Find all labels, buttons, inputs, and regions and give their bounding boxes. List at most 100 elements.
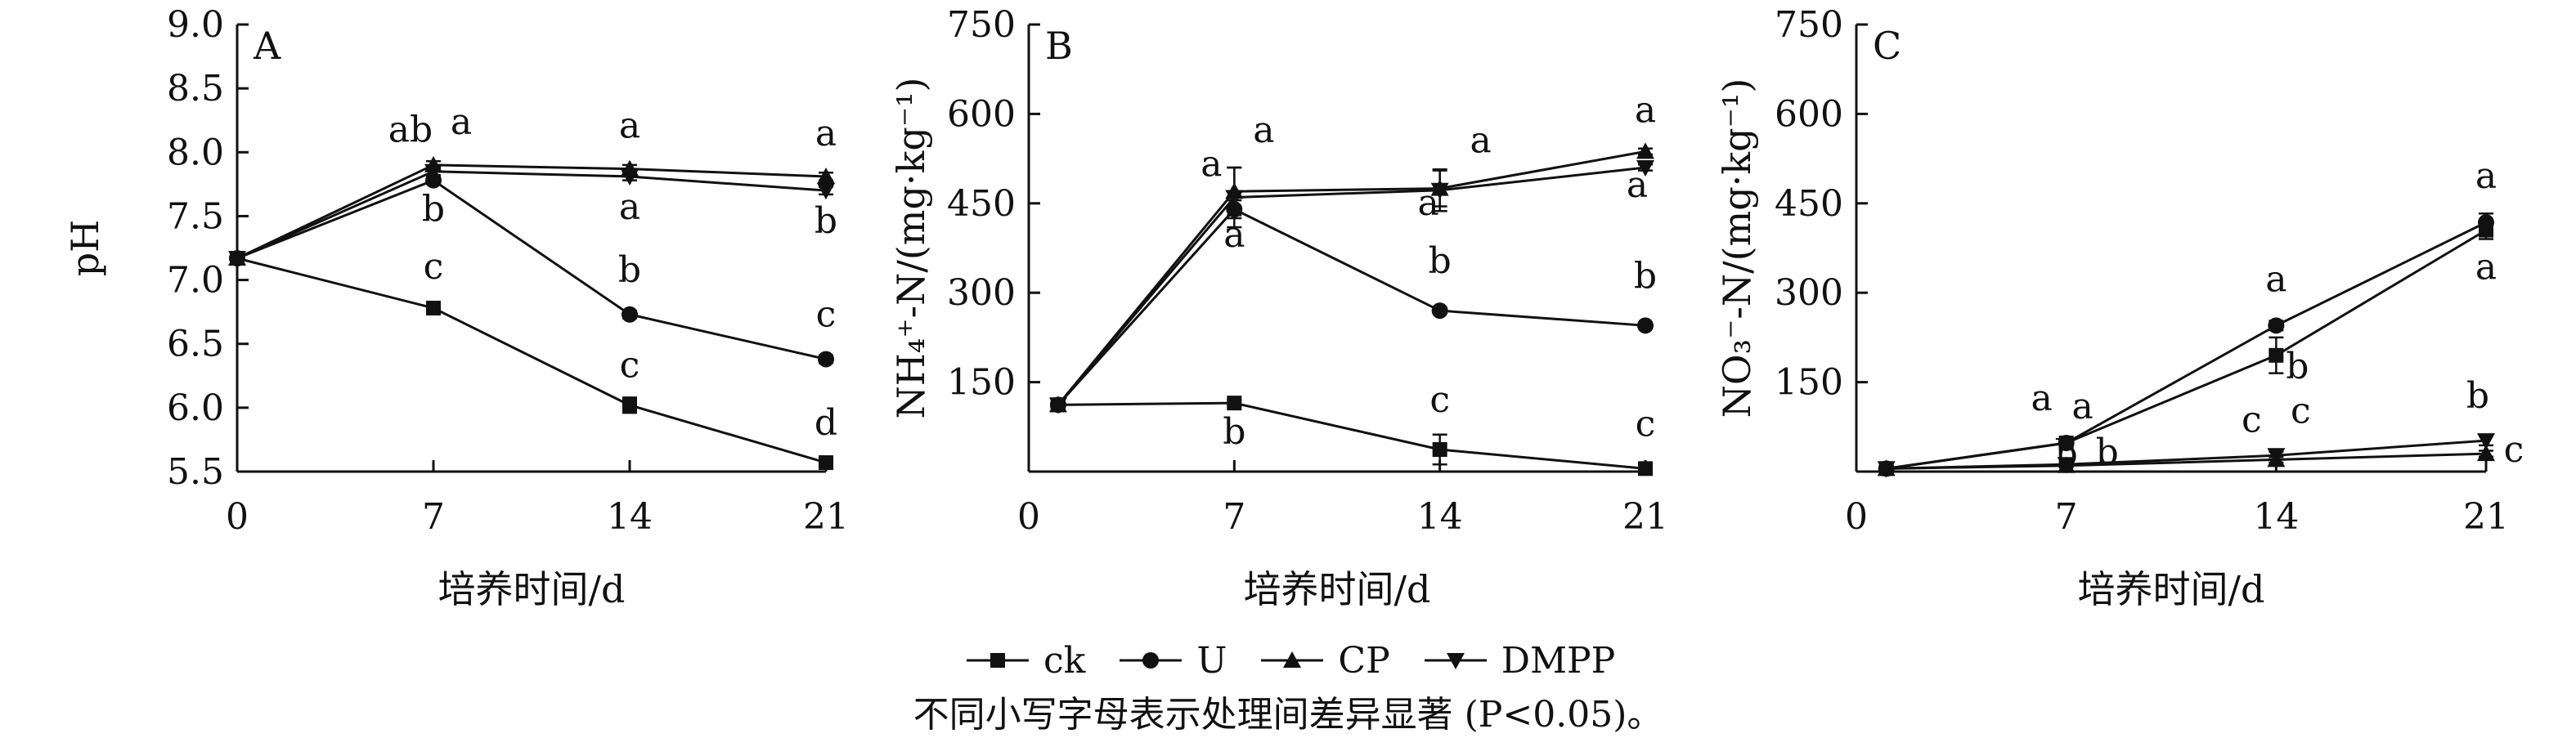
significance-letter: a (2031, 378, 2053, 419)
data-point-ck (622, 397, 637, 413)
x-tick-label: 21 (1622, 496, 1668, 538)
legend-item-dmpp: DMPP (1423, 640, 1615, 682)
data-point-dmpp (424, 163, 442, 181)
data-point-dmpp (2057, 457, 2076, 474)
significance-letter: c (1429, 379, 1450, 421)
significance-letter: a (1200, 144, 1222, 186)
data-point-dmpp (1225, 190, 1244, 207)
significance-letter: b (2286, 346, 2309, 387)
data-point-cp (2477, 445, 2495, 462)
significance-letter: b (1429, 240, 1452, 282)
x-tick-label: 7 (2055, 496, 2078, 538)
series-line-u (1057, 208, 1646, 406)
data-point-u (622, 306, 638, 323)
y-tick-label: 7.0 (167, 260, 224, 302)
legend-swatch-dmpp (1424, 653, 1487, 669)
data-point-dmpp (817, 183, 835, 200)
significance-letter: b (422, 189, 445, 230)
x-tick-label: 0 (226, 496, 249, 538)
significance-letter: a (451, 101, 472, 143)
significance-letter: a (815, 113, 837, 154)
legend-label: ck (1043, 639, 1086, 682)
series-line-ck (1057, 401, 1646, 470)
x-tick-label: 7 (1223, 496, 1245, 538)
data-point-ck (1432, 442, 1447, 458)
y-tick-label: 9.0 (167, 4, 224, 46)
y-tick-label: 6.0 (167, 387, 224, 429)
significance-letter: b (1223, 411, 1245, 453)
panel-letter: C (1873, 24, 1901, 68)
legend-swatch-ck (967, 653, 1029, 668)
significance-letter: c (620, 345, 640, 387)
y-axis-label: pH (63, 220, 107, 277)
x-axis-label: 培养时间/d (438, 567, 626, 611)
data-point-u (818, 351, 834, 368)
data-point-dmpp (621, 168, 639, 186)
series-line-dmpp (236, 170, 827, 260)
significance-letter: b (618, 249, 641, 291)
x-tick-label: 21 (803, 496, 849, 538)
significance-letter: c (2291, 390, 2311, 432)
x-tick-label: 7 (422, 496, 445, 538)
series-line-cp (236, 163, 827, 260)
data-point-u (1637, 317, 1654, 334)
y-tick-label: 450 (947, 183, 1016, 225)
y-axis-label: NH₄⁺-N/(mg·kg⁻¹) (889, 78, 933, 419)
significance-letter: b (2466, 375, 2489, 417)
x-tick-label: 14 (607, 496, 653, 538)
data-point-dmpp (228, 251, 246, 268)
x-tick-label: 14 (1417, 496, 1463, 538)
significance-letter: b (1634, 255, 1657, 297)
y-tick-label: 600 (947, 93, 1016, 135)
data-point-u (2058, 434, 2075, 451)
series-line-u (1886, 221, 2487, 470)
series-line-dmpp (1886, 439, 2487, 470)
data-point-u (2478, 214, 2494, 231)
series-line-dmpp (1057, 166, 1646, 406)
data-point-ck (819, 455, 833, 471)
significance-letter: a (619, 105, 640, 147)
significance-letter: a (2475, 247, 2497, 289)
y-tick-label: 7.5 (167, 195, 224, 237)
significance-letter: a (1253, 110, 1274, 151)
data-point-ck (1227, 396, 1242, 411)
x-tick-label: 14 (2253, 496, 2299, 538)
significance-letter: a (1470, 120, 1492, 162)
significance-letter: c (2504, 429, 2524, 471)
chart-panel-c: 150 300 450 600 750 0 7 14 21 培养时间/d NO₃⁻-N/(mg·kg… (1715, 4, 2524, 611)
x-tick-label: 21 (2463, 496, 2509, 538)
legend-item-ck: ck (965, 640, 1085, 682)
data-point-dmpp (1877, 461, 1896, 478)
data-point-dmpp (2267, 448, 2286, 465)
legend-swatch-cp (1261, 651, 1324, 668)
significance-letter: c (424, 246, 444, 288)
series-line-cp (1057, 150, 1646, 406)
significance-letter: ab (388, 110, 433, 151)
y-tick-label: 300 (1775, 272, 1843, 314)
data-point-dmpp (2477, 433, 2495, 450)
x-tick-label: 0 (1017, 496, 1040, 538)
y-axis-label: NO₃⁻-N/(mg·kg⁻¹) (1715, 78, 1759, 418)
legend-swatch-u (1120, 652, 1183, 669)
y-tick-label: 300 (947, 272, 1016, 314)
y-tick-label: 8.0 (167, 132, 224, 173)
legend-item-u: U (1118, 640, 1227, 682)
y-tick-label: 5.5 (167, 451, 224, 493)
data-point-ck (2269, 347, 2284, 363)
legend-item-cp: CP (1259, 640, 1390, 682)
panel-letter: A (253, 24, 281, 68)
significance-letter: a (1627, 164, 1648, 206)
significance-letter: c (1636, 403, 1656, 445)
significance-letter: b (2096, 432, 2119, 473)
legend: ck U CP DMPP (965, 636, 1615, 685)
x-axis-label: 培养时间/d (1244, 567, 1431, 611)
significance-letter: a (2072, 386, 2094, 427)
significance-letter: a (2475, 155, 2497, 197)
chart-panel-b: 150 300 450 600 750 0 7 14 21 培养时间/d NH₄⁺-N/(mg·kg… (889, 4, 1668, 611)
significance-letter: a (1635, 89, 1656, 131)
significance-letter: c (2242, 399, 2262, 441)
y-tick-label: 600 (1775, 93, 1843, 135)
data-point-u (2268, 317, 2285, 334)
y-tick-label: 750 (1775, 4, 1843, 46)
significance-letter: d (815, 402, 837, 444)
